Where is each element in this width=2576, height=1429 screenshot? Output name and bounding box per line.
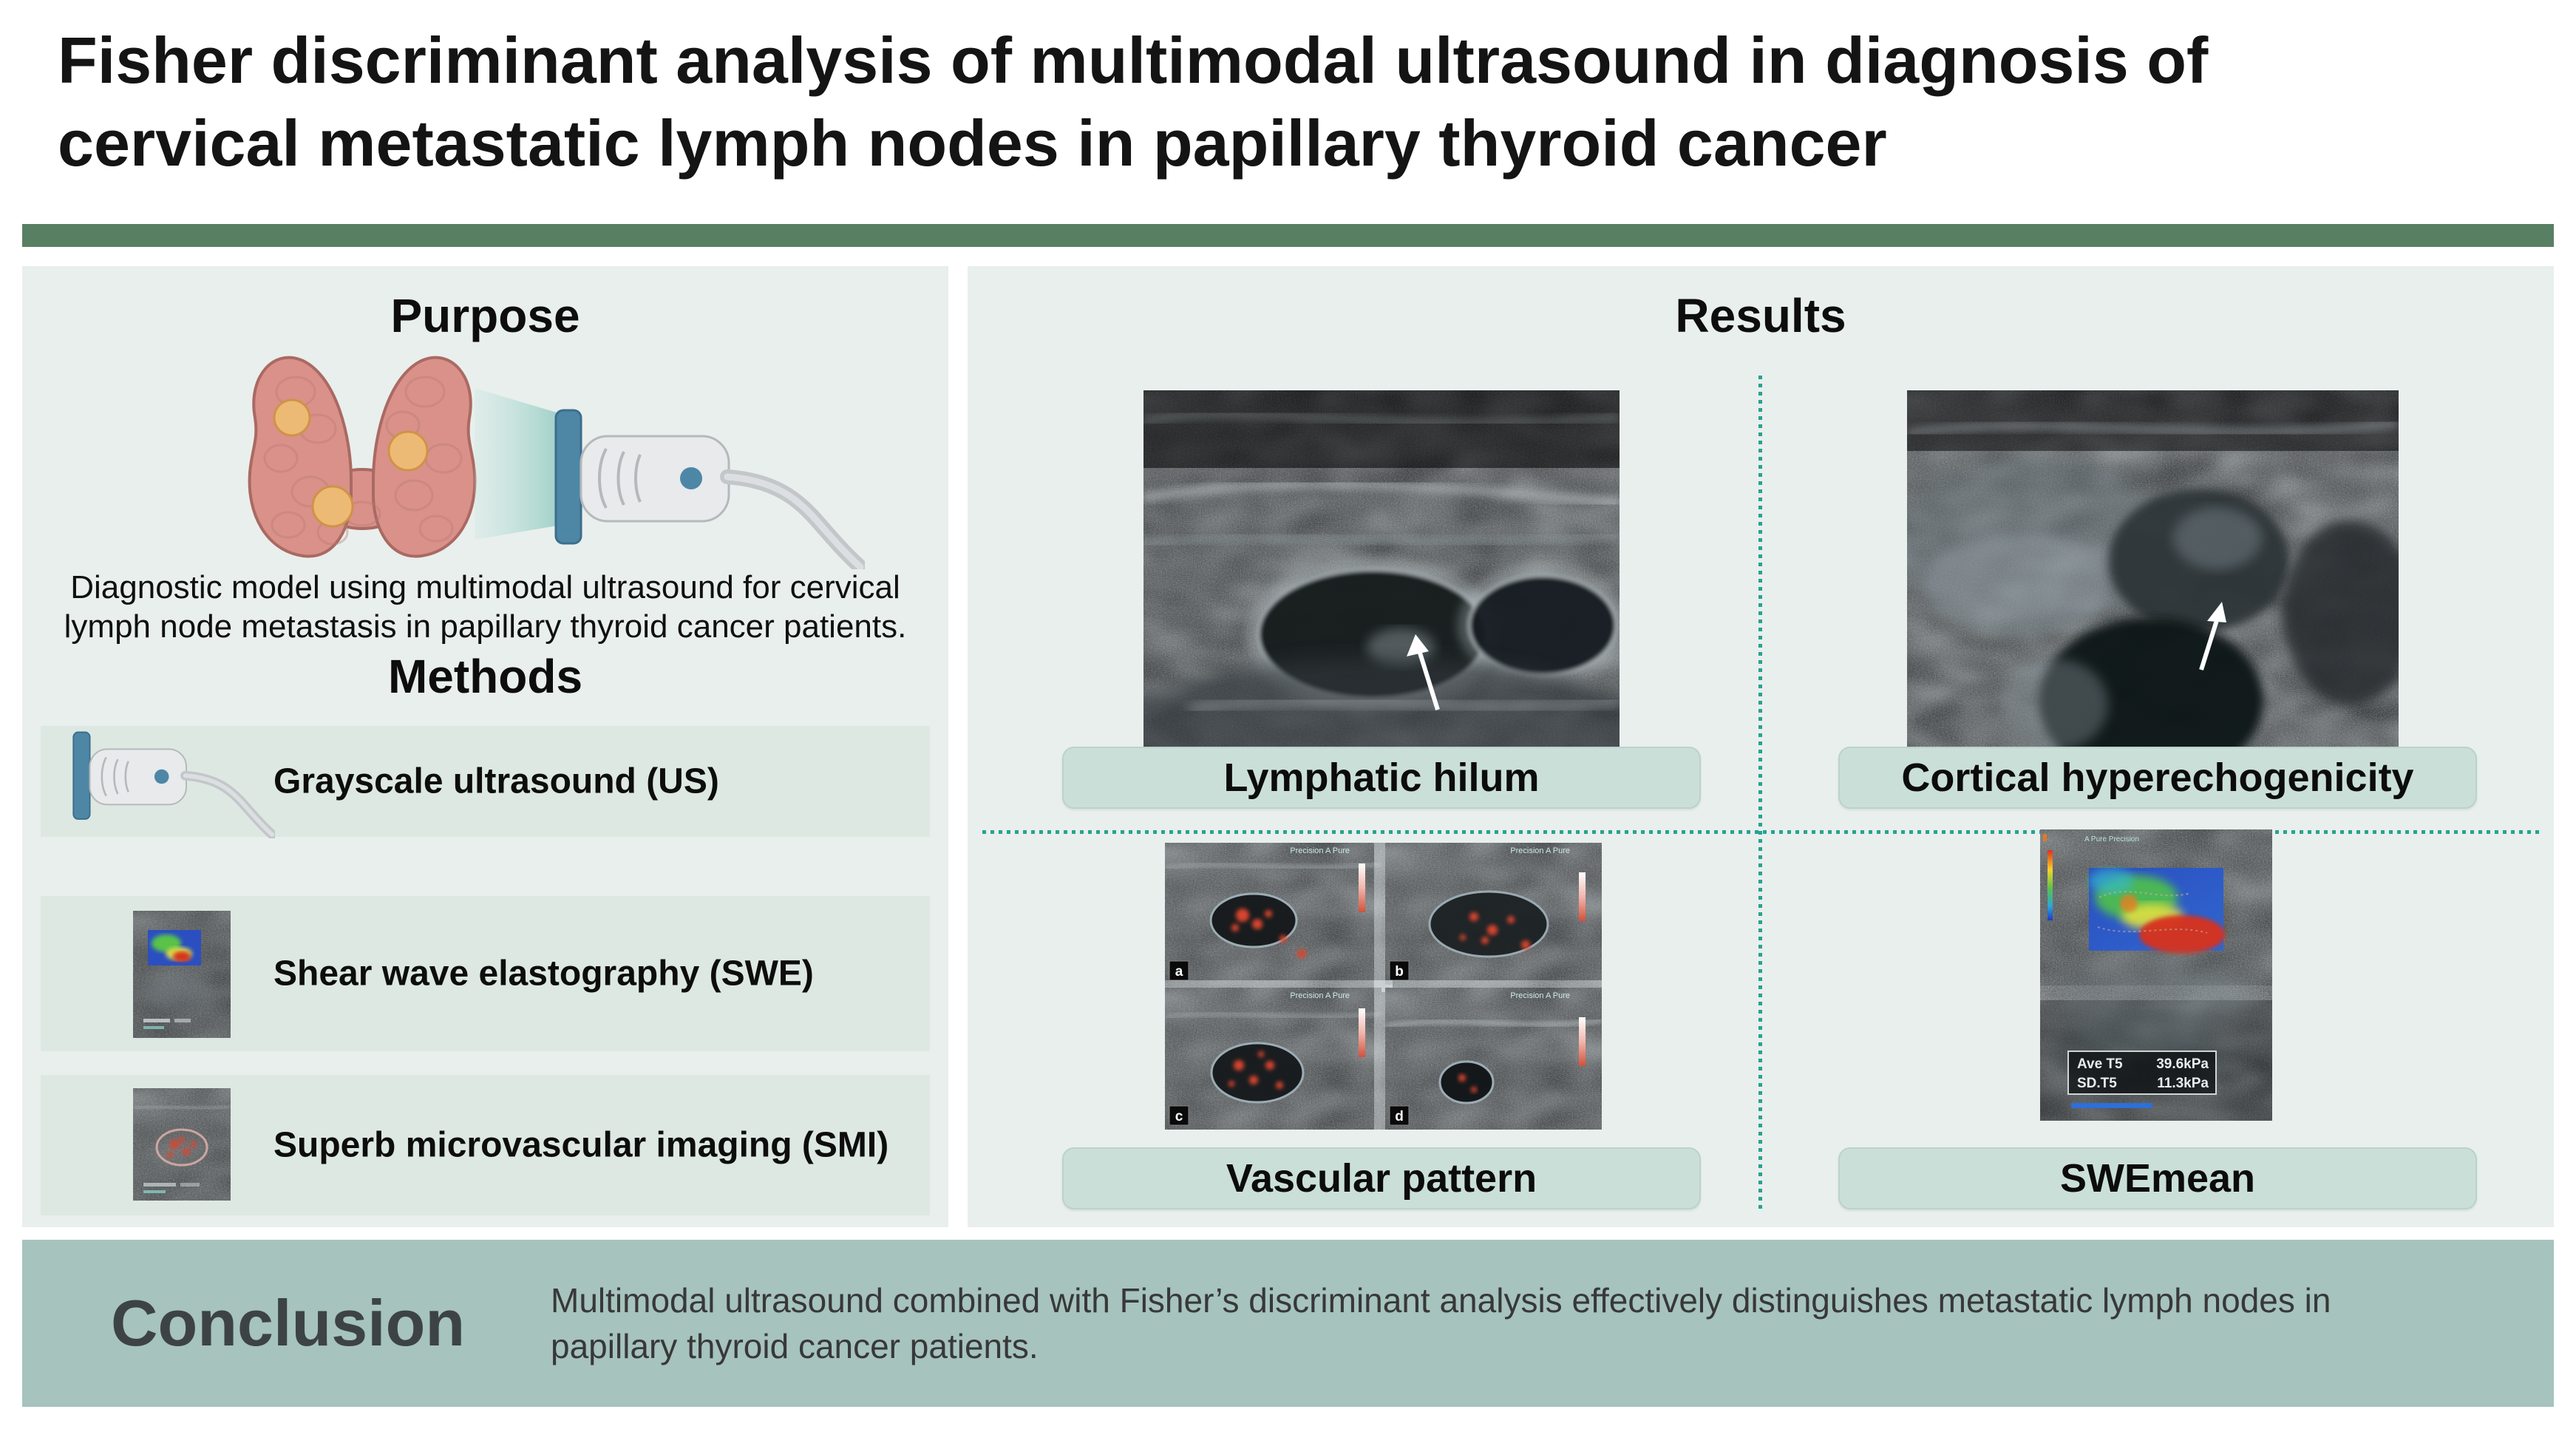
figure-label-pill: Cortical hyperechogenicity (1838, 747, 2477, 809)
smi-subpanel-b: Precision A Pure b (1385, 843, 1602, 985)
thyroid-gland-illustration (248, 356, 477, 558)
figure-label: Vascular pattern (1226, 1156, 1537, 1201)
swe-ave-label: Ave T5 (2077, 1056, 2123, 1072)
us-image-swemean: A Pure Precision Ave T5 39.6kPa SD.T5 11… (2040, 829, 2272, 1121)
machine-header-label: A Pure Precision (2084, 835, 2139, 844)
purpose-description: Diagnostic model using multimodal ultras… (22, 568, 948, 646)
subpanel-letter: c (1175, 1109, 1183, 1124)
method-label: Shear wave elastography (SWE) (273, 954, 814, 994)
swe-sd-label: SD.T5 (2077, 1076, 2117, 1091)
machine-header-label: Precision A Pure (1510, 846, 1570, 855)
purpose-description-line-1: Diagnostic model using multimodal ultras… (70, 569, 900, 605)
pointer-arrow-icon (2199, 602, 2226, 671)
smi-subpanel-d: Precision A Pure d (1384, 988, 1602, 1130)
swe-color-patch (2089, 868, 2225, 954)
smi-subpanel-a: Precision A Pure a (1165, 843, 1382, 985)
subpanel-letter: d (1395, 1109, 1404, 1124)
swe-progress-bar (2071, 1103, 2152, 1108)
swe-ave-value: 39.6kPa (2156, 1056, 2209, 1072)
method-row-smi: Superb microvascular imaging (SMI) (41, 1075, 930, 1215)
purpose-heading: Purpose (390, 289, 580, 342)
title-line-2: cervical metastatic lymph nodes in papil… (58, 106, 1887, 180)
figure-label-pill: Lymphatic hilum (1062, 747, 1701, 809)
results-panel: Results Lymphatic hilum (968, 266, 2554, 1227)
figure-label-pill: Vascular pattern (1062, 1147, 1701, 1209)
thyroid-nodules (273, 398, 429, 528)
ultrasound-beam (475, 388, 562, 540)
smi-thumbnail (133, 1088, 231, 1201)
results-horizontal-dotted-divider (982, 830, 2539, 834)
us-image-lymphatic-hilum (1143, 390, 1620, 754)
title-divider-bar (22, 224, 2554, 247)
conclusion-heading: Conclusion (111, 1286, 466, 1360)
pointer-arrow-icon (1407, 634, 1440, 710)
us-image-vascular-pattern-grid: Precision A Pure a Precision A Pure b (1165, 843, 1602, 1130)
machine-header-label: Precision A Pure (1510, 991, 1570, 1000)
method-label: Grayscale ultrasound (US) (273, 761, 719, 801)
figure-label-pill: SWEmean (1838, 1147, 2477, 1209)
conclusion-text: Multimodal ultrasound combined with Fish… (551, 1281, 2331, 1365)
conclusion-bar: Conclusion Multimodal ultrasound combine… (22, 1240, 2554, 1407)
purpose-methods-panel: Purpose Diagnostic model using multimoda… (22, 266, 948, 1227)
results-heading: Results (1675, 289, 1846, 342)
smi-subpanel-c: Precision A Pure c (1165, 988, 1382, 1130)
purpose-description-line-2: lymph node metastasis in papillary thyro… (64, 608, 907, 645)
subpanel-letter: a (1175, 964, 1183, 980)
swe-colorbar (2047, 850, 2053, 920)
orientation-marker (2043, 834, 2047, 841)
results-vertical-dotted-divider (1758, 376, 1762, 1209)
subpanel-letter: b (1395, 964, 1404, 980)
figure-label: SWEmean (2059, 1156, 2256, 1201)
method-label: Superb microvascular imaging (SMI) (273, 1125, 889, 1165)
method-row-swe: Shear wave elastography (SWE) (41, 896, 930, 1051)
figure-label: Cortical hyperechogenicity (1901, 756, 2414, 800)
ultrasound-probe-icon (67, 727, 281, 838)
methods-heading: Methods (387, 650, 583, 703)
thyroid-ultrasound-illustration (248, 356, 865, 569)
figure-label: Lymphatic hilum (1223, 756, 1540, 800)
swe-measurement-box: Ave T5 39.6kPa SD.T5 11.3kPa (2067, 1050, 2217, 1095)
us-image-cortical-hyperechogenicity (1907, 390, 2399, 751)
ultrasound-probe-icon (556, 410, 860, 567)
machine-header-label: Precision A Pure (1290, 991, 1350, 1000)
method-row-grayscale-us: Grayscale ultrasound (US) (41, 726, 930, 837)
machine-header-label: Precision A Pure (1290, 846, 1350, 855)
title-line-1: Fisher discriminant analysis of multimod… (58, 24, 2209, 97)
swe-thumbnail (133, 911, 231, 1038)
swe-sd-value: 11.3kPa (2157, 1076, 2209, 1091)
